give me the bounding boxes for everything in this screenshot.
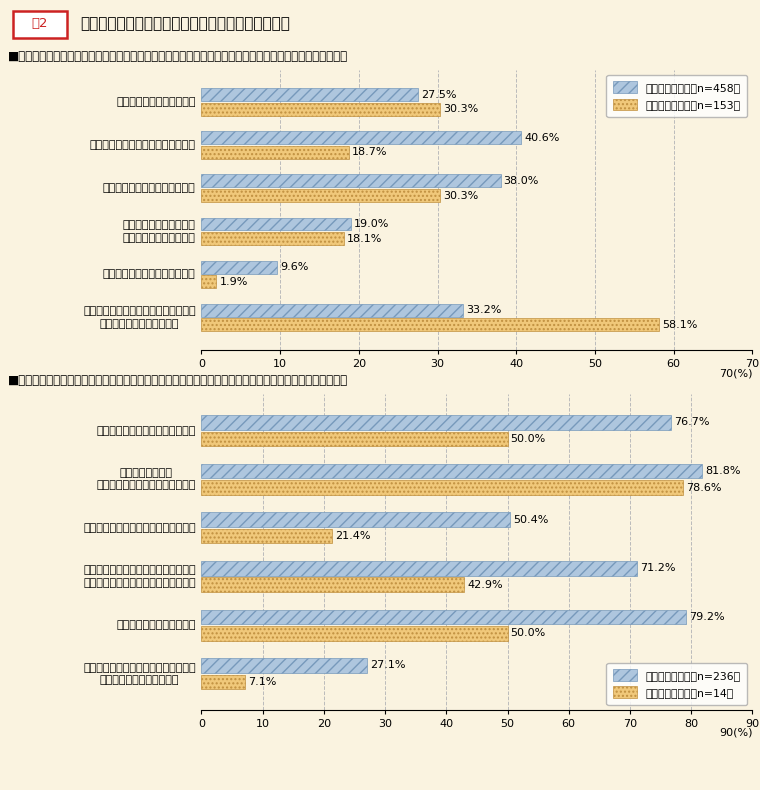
Bar: [201, 626, 508, 641]
Text: 職務の執行に公正さを欠いているから: 職務の執行に公正さを欠いているから: [83, 523, 195, 533]
Bar: [201, 415, 671, 430]
Legend: 市民アンケート（n=458）, 有識者モニター（n=153）: 市民アンケート（n=458）, 有識者モニター（n=153）: [606, 75, 747, 117]
Text: 81.8%: 81.8%: [705, 466, 741, 476]
Text: ■「倫理感が高い」又は「全体として倫理感が高いが、一部に低い者もいる」と回答した理由（複数回答）: ■「倫理感が高い」又は「全体として倫理感が高いが、一部に低い者もいる」と回答した…: [8, 50, 347, 62]
Text: 不祥事や汚職が少ないから: 不祥事や汚職が少ないから: [116, 97, 195, 107]
FancyBboxPatch shape: [13, 10, 67, 39]
Text: 情報公開制度等もあり、
業務の透明性が高いから: 情報公開制度等もあり、 業務の透明性が高いから: [123, 220, 195, 243]
Bar: [201, 464, 702, 478]
Text: 70(%): 70(%): [719, 368, 752, 378]
Text: 50.4%: 50.4%: [513, 514, 549, 525]
Bar: [201, 189, 440, 202]
Text: 18.1%: 18.1%: [347, 234, 382, 243]
Text: ■「全体として倫理感が低いが、一部に高い者もいる」又は「倫理感が低い」と回答した理由（複数回答）: ■「全体として倫理感が低いが、一部に高い者もいる」又は「倫理感が低い」と回答した…: [8, 374, 347, 387]
Bar: [201, 232, 344, 245]
Bar: [201, 103, 440, 115]
Bar: [201, 480, 682, 495]
Text: 79.2%: 79.2%: [689, 612, 725, 622]
Text: 58.1%: 58.1%: [662, 320, 697, 330]
Legend: 市民アンケート（n=236）, 有識者モニター（n=14）: 市民アンケート（n=236）, 有識者モニター（n=14）: [606, 663, 747, 705]
Text: 40.6%: 40.6%: [524, 133, 559, 143]
Bar: [201, 431, 508, 446]
Text: 19.0%: 19.0%: [354, 219, 389, 229]
Text: 30.3%: 30.3%: [443, 104, 478, 115]
Text: 33.2%: 33.2%: [466, 305, 502, 315]
Text: 21.4%: 21.4%: [335, 531, 371, 541]
Bar: [201, 610, 686, 624]
Bar: [201, 146, 349, 159]
Text: 図2: 図2: [32, 17, 48, 30]
Bar: [201, 561, 638, 576]
Text: 業務を効率的に行っているから: 業務を効率的に行っているから: [103, 269, 195, 280]
Bar: [201, 318, 659, 332]
Bar: [201, 131, 521, 144]
Text: 18.7%: 18.7%: [352, 148, 388, 157]
Text: 7.1%: 7.1%: [248, 677, 277, 687]
Text: 27.5%: 27.5%: [421, 89, 457, 100]
Text: 不祥事や汚職がなくならないから: 不祥事や汚職がなくならないから: [97, 426, 195, 435]
Text: 日頃接している一般職の国家公務員の
倫理感が低いと感じるから: 日頃接している一般職の国家公務員の 倫理感が低いと感じるから: [83, 663, 195, 685]
Bar: [201, 276, 217, 288]
Bar: [201, 261, 277, 273]
Text: 国家公務員の倫理感についての印象を回答した理由: 国家公務員の倫理感についての印象を回答した理由: [81, 17, 290, 32]
Text: 42.9%: 42.9%: [467, 580, 502, 590]
Text: 仕事のやり方が不透明であり、国民に
対する説明責任を果たしていないから: 仕事のやり方が不透明であり、国民に 対する説明責任を果たしていないから: [83, 566, 195, 588]
Bar: [201, 217, 351, 231]
Text: 27.1%: 27.1%: [370, 660, 406, 671]
Text: 日頃接している一般職の国家公務員の
倫理感が高いと感じるから: 日頃接している一般職の国家公務員の 倫理感が高いと感じるから: [83, 307, 195, 329]
Bar: [201, 658, 367, 673]
Bar: [201, 675, 245, 690]
Text: 50.0%: 50.0%: [511, 628, 546, 638]
Text: 90(%): 90(%): [719, 728, 752, 738]
Text: 78.6%: 78.6%: [686, 483, 721, 492]
Bar: [201, 304, 463, 317]
Text: 30.3%: 30.3%: [443, 190, 478, 201]
Text: 国民の利益よりも
自分達の利益を優先しているから: 国民の利益よりも 自分達の利益を優先しているから: [97, 468, 195, 491]
Text: 71.2%: 71.2%: [641, 563, 676, 574]
Bar: [201, 513, 510, 527]
Bar: [201, 175, 501, 187]
Bar: [201, 88, 418, 101]
Text: 76.7%: 76.7%: [674, 417, 710, 427]
Bar: [201, 577, 464, 592]
Text: 公正に職務を執行しているから: 公正に職務を執行しているから: [103, 183, 195, 194]
Text: 税金の無駄遣いが多いから: 税金の無駄遣いが多いから: [116, 620, 195, 630]
Text: 9.6%: 9.6%: [280, 262, 309, 272]
Text: 38.0%: 38.0%: [504, 176, 539, 186]
Text: 50.0%: 50.0%: [511, 434, 546, 444]
Text: 1.9%: 1.9%: [220, 276, 248, 287]
Bar: [201, 529, 332, 544]
Text: 国民の利益のために働いているから: 国民の利益のために働いているから: [90, 140, 195, 150]
